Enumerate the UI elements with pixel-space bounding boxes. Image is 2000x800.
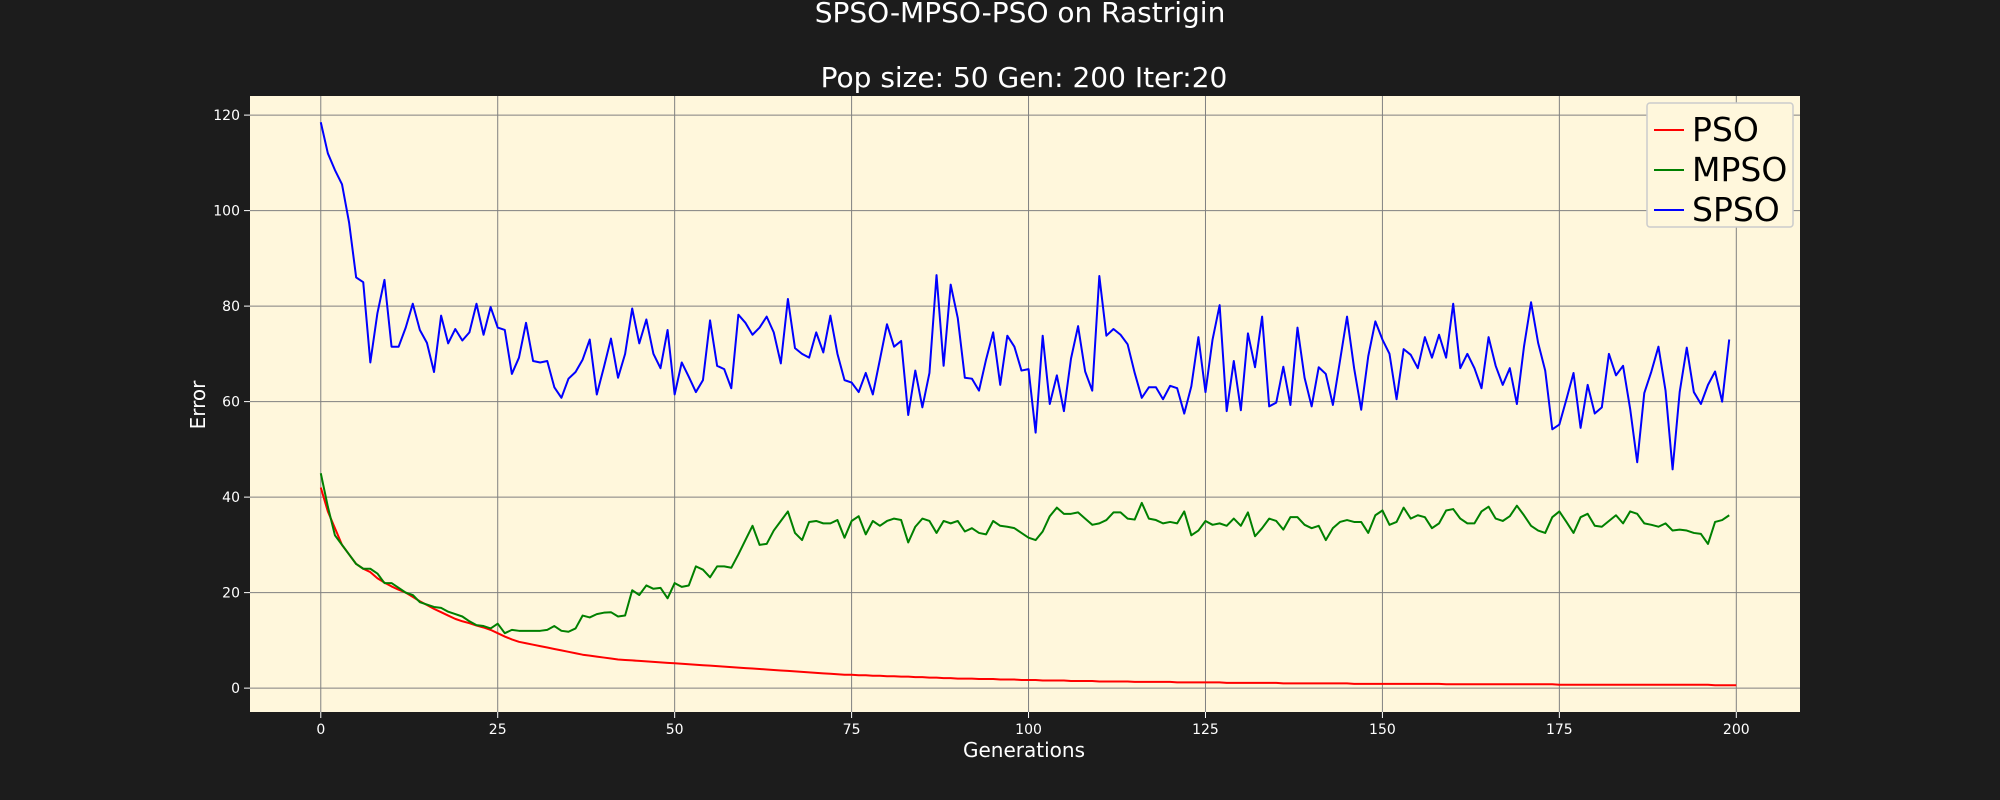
- x-tick-label: 150: [1369, 722, 1396, 738]
- x-tick-label: 200: [1723, 722, 1750, 738]
- x-axis-label: Generations: [963, 738, 1085, 762]
- y-tick-label: 20: [222, 586, 240, 602]
- y-tick-label: 80: [222, 299, 240, 315]
- x-tick-label: 100: [1015, 722, 1042, 738]
- x-tick-label: 175: [1546, 722, 1573, 738]
- y-axis-ticks: 0 20 40 60 80 100 120: [213, 108, 250, 697]
- chart-title-line2: Pop size: 50 Gen: 200 Iter:20: [821, 61, 1228, 94]
- x-tick-label: 0: [316, 722, 325, 738]
- x-tick-label: 25: [489, 722, 507, 738]
- legend-label-pso: PSO: [1692, 110, 1759, 149]
- y-tick-label: 0: [231, 681, 240, 697]
- legend-box: [1646, 102, 1794, 228]
- chart-title-line1: SPSO-MPSO-PSO on Rastrigin: [815, 0, 1226, 29]
- y-tick-label: 40: [222, 490, 240, 506]
- y-axis-label: Error: [186, 380, 210, 430]
- series-line-mpso: [319, 473, 1730, 635]
- x-axis-ticks: 0 25 50 75 100 125 150 175 200: [316, 712, 1750, 738]
- series-line-pso: [319, 487, 1737, 687]
- series-lines: [319, 122, 1737, 687]
- legend-label-spso: SPSO: [1692, 190, 1780, 229]
- y-tick-label: 120: [213, 108, 240, 124]
- legend-label-mpso: MPSO: [1692, 150, 1787, 189]
- x-tick-label: 75: [843, 722, 861, 738]
- series-line-spso: [319, 122, 1731, 471]
- x-tick-label: 125: [1192, 722, 1219, 738]
- plot-area: [250, 96, 1800, 712]
- y-tick-label: 60: [222, 395, 240, 411]
- x-tick-label: 50: [666, 722, 684, 738]
- y-tick-label: 100: [213, 204, 240, 220]
